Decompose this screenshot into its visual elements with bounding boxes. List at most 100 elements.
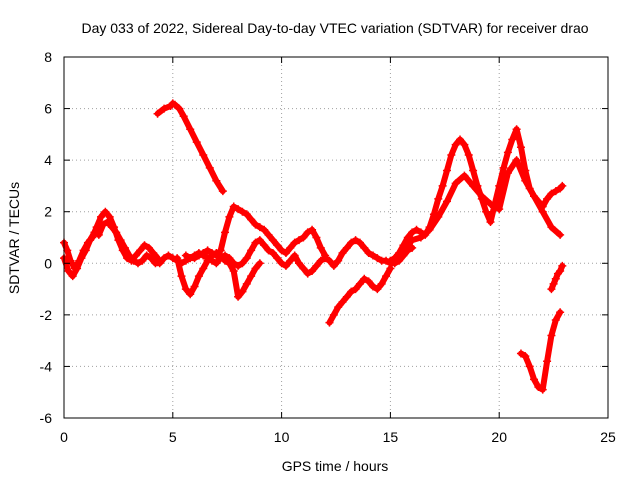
- data-point: [142, 251, 151, 260]
- data-point: [73, 264, 82, 273]
- data-point: [495, 205, 504, 214]
- data-point: [264, 246, 273, 255]
- data-series: [60, 99, 567, 394]
- data-point: [403, 233, 412, 242]
- data-point: [547, 331, 556, 340]
- data-point: [308, 267, 317, 276]
- data-point: [521, 176, 530, 185]
- data-point: [153, 109, 162, 118]
- data-point: [549, 279, 558, 288]
- data-point: [295, 259, 304, 268]
- series-trace-c: [154, 100, 226, 195]
- data-point: [456, 135, 465, 144]
- data-point: [221, 228, 230, 237]
- data-point: [338, 297, 347, 306]
- data-point: [434, 194, 443, 203]
- data-point: [538, 385, 547, 394]
- data-point: [399, 246, 408, 255]
- y-tick-label: 4: [44, 152, 52, 168]
- data-point: [351, 285, 360, 294]
- data-point: [325, 256, 334, 265]
- data-point: [264, 230, 273, 239]
- data-point: [312, 261, 321, 270]
- data-point: [181, 251, 190, 260]
- data-point: [312, 233, 321, 242]
- data-point: [238, 207, 247, 216]
- data-point: [277, 259, 286, 268]
- data-point: [238, 259, 247, 268]
- data-point: [503, 169, 512, 178]
- data-point: [268, 236, 277, 245]
- data-point: [547, 223, 556, 232]
- data-point: [516, 349, 525, 358]
- x-tick-label: 5: [169, 429, 177, 445]
- data-point: [221, 256, 230, 265]
- data-point: [342, 292, 351, 301]
- data-point: [442, 197, 451, 206]
- data-point: [508, 135, 517, 144]
- data-point: [120, 243, 129, 252]
- data-point: [556, 267, 565, 276]
- data-point: [116, 236, 125, 245]
- data-point: [303, 269, 312, 278]
- data-point: [242, 254, 251, 263]
- data-point: [77, 254, 86, 263]
- data-point: [416, 233, 425, 242]
- data-point: [229, 267, 238, 276]
- data-point: [390, 254, 399, 263]
- data-point: [273, 254, 282, 263]
- data-point: [96, 212, 105, 221]
- data-point: [368, 282, 377, 291]
- series-trace-h: [391, 157, 564, 262]
- data-point: [203, 246, 212, 255]
- data-point: [469, 166, 478, 175]
- y-tick-label: -2: [40, 307, 53, 323]
- data-point: [255, 223, 264, 232]
- data-point: [290, 251, 299, 260]
- data-point: [303, 228, 312, 237]
- data-point: [242, 210, 251, 219]
- data-point: [164, 251, 173, 260]
- data-point: [503, 148, 512, 157]
- data-point: [136, 246, 145, 255]
- data-point: [229, 202, 238, 211]
- data-point: [90, 228, 99, 237]
- data-point: [260, 241, 269, 250]
- data-point: [512, 125, 521, 134]
- data-point: [364, 248, 373, 257]
- data-point: [360, 274, 369, 283]
- data-point: [521, 352, 530, 361]
- data-point: [551, 274, 560, 283]
- data-point: [234, 292, 243, 301]
- data-point: [382, 272, 391, 281]
- y-tick-label: 6: [44, 101, 52, 117]
- data-point: [308, 225, 317, 234]
- data-point: [558, 181, 567, 190]
- data-point: [251, 264, 260, 273]
- data-point: [129, 256, 138, 265]
- data-point: [442, 166, 451, 175]
- x-tick-label: 0: [60, 429, 68, 445]
- data-point: [190, 282, 199, 291]
- data-point: [268, 248, 277, 257]
- data-point: [368, 251, 377, 260]
- data-point: [355, 238, 364, 247]
- data-point: [199, 248, 208, 257]
- data-point: [68, 272, 77, 281]
- data-point: [155, 259, 164, 268]
- data-point: [451, 140, 460, 149]
- data-point: [238, 287, 247, 296]
- data-point: [482, 207, 491, 216]
- data-point: [316, 256, 325, 265]
- data-point: [373, 285, 382, 294]
- y-tick-label: 8: [44, 49, 52, 65]
- data-point: [242, 279, 251, 288]
- data-point: [63, 246, 72, 255]
- data-point: [212, 176, 221, 185]
- data-point: [103, 218, 112, 227]
- data-point: [199, 264, 208, 273]
- data-point: [190, 254, 199, 263]
- data-point: [125, 251, 134, 260]
- x-axis-label: GPS time / hours: [282, 458, 389, 474]
- y-tick-label: 0: [44, 255, 52, 271]
